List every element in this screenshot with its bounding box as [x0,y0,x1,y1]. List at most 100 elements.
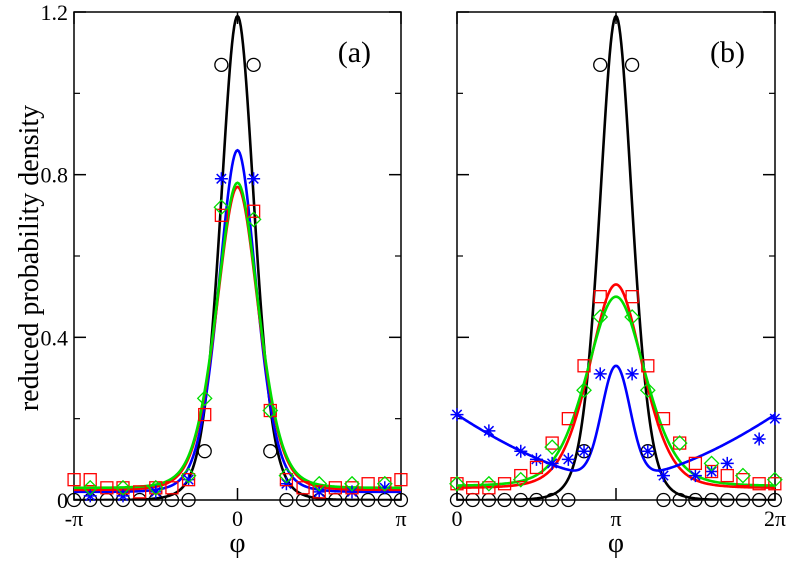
data-point-circle [735,492,751,508]
data-point-square [198,407,212,422]
data-point-square [116,481,130,495]
data-point-star [482,424,496,438]
y-tick-label: 0 [57,488,68,513]
y-tick-label: 1.2 [41,0,69,25]
data-point-square [545,436,559,450]
data-point-star [625,367,639,381]
series-line [74,14,401,500]
x-tick-label: π [610,506,621,531]
data-point-square [67,473,81,487]
data-point-star [593,367,607,381]
data-point-square [497,477,512,491]
data-point-square [345,481,359,495]
data-point-square [736,473,750,487]
x-tick-label: 2π [764,506,786,531]
data-point-diamond [624,309,641,325]
data-point-circle [688,492,703,508]
data-point-star [529,452,543,466]
data-point-circle [513,492,528,508]
x-tick-label: π [395,506,406,531]
data-point-star [247,172,261,186]
data-point-circle [279,492,294,508]
data-point-circle [593,57,608,73]
panel-label: (b) [710,36,745,69]
data-point-star [149,485,163,499]
data-point-square [514,468,528,483]
data-point-star [450,408,464,422]
data-point-circle [561,492,576,508]
data-point-circle [544,492,560,508]
data-point-square [688,456,703,471]
data-point-star [768,412,782,426]
y-tick-label: 0.4 [41,325,69,350]
data-point-star [641,444,655,458]
data-point-diamond [180,467,197,484]
data-point-diamond [311,475,328,492]
x-tick-label: 0 [452,506,463,531]
data-point-star [545,456,559,470]
data-point-star [752,432,766,446]
data-point-square [577,359,591,373]
data-point-star [345,485,359,499]
data-point-star [378,481,392,495]
data-point-square [378,477,392,491]
data-point-square [165,481,179,495]
data-point-diamond [671,435,688,451]
data-point-circle [767,492,782,508]
data-point-diamond [245,211,262,228]
data-point-circle [672,492,687,508]
x-tick-label: -π [65,506,83,531]
data-point-square [482,481,496,495]
data-point-square [752,477,766,491]
data-point-circle [720,492,735,508]
data-point-circle [246,57,261,73]
data-point-square [279,473,294,487]
data-point-diamond [766,471,783,488]
data-point-star [705,465,719,479]
data-point-star [656,469,670,483]
data-point-star [577,444,591,458]
data-point-diamond [147,479,164,496]
data-point-square [263,403,277,418]
data-point-diamond [592,309,609,325]
data-point-square [246,204,261,218]
data-point-square [83,473,97,487]
data-point-square [641,359,655,373]
data-point-diamond [512,471,529,488]
x-axis-title: φ [229,528,245,559]
data-point-circle [197,444,212,459]
data-point-square [149,481,163,495]
data-point-star [720,456,734,470]
data-point-square [529,460,544,475]
data-point-square [673,436,687,450]
data-point-circle [393,492,409,508]
data-point-diamond [449,475,465,492]
data-point-circle [360,492,376,508]
data-point-square [328,481,342,495]
data-point-diamond [196,390,213,407]
data-point-circle [624,57,640,73]
data-point-square [361,477,375,491]
data-point-diamond [639,382,656,399]
data-point-diamond [576,382,592,399]
x-axis-title: φ [608,528,624,559]
data-point-circle [656,492,671,508]
data-point-diamond [213,199,230,216]
data-point-square [312,485,326,499]
data-point-star [312,485,326,499]
data-point-star [688,469,702,483]
panel-b: 0 π 2π φ (b) [449,11,786,559]
data-point-diamond [344,475,360,492]
data-point-diamond [278,467,295,484]
data-point-circle [449,492,465,508]
data-point-square [100,481,114,495]
data-point-square [466,481,480,495]
data-point-diamond [735,467,751,484]
data-point-circle [751,492,767,508]
data-point-square [133,485,147,499]
data-point-circle [263,444,278,459]
data-point-circle [181,492,196,508]
data-point-diamond [262,402,279,419]
